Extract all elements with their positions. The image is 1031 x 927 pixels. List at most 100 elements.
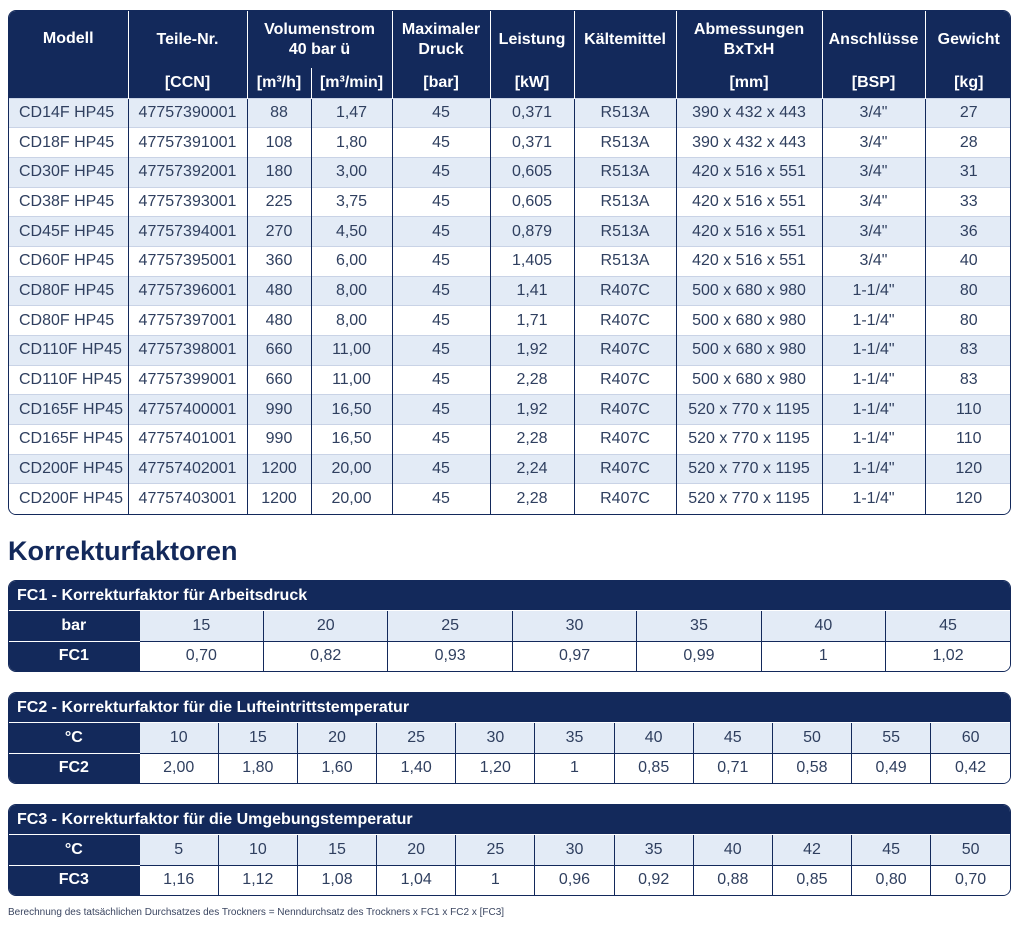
fc1-value-cell: 0,93 xyxy=(387,641,513,671)
table-cell: 45 xyxy=(392,245,491,277)
table-cell: 47757402001 xyxy=(128,453,248,484)
fc2-header-cell: 55 xyxy=(851,723,932,754)
table-cell: 390 x 432 x 443 xyxy=(676,97,823,128)
unit-bsp: [BSP] xyxy=(822,68,926,98)
table-cell: 11,00 xyxy=(311,335,393,366)
table-cell: R407C xyxy=(574,305,677,336)
fc2-header-cell: 25 xyxy=(376,723,457,754)
table-cell: R407C xyxy=(574,424,677,455)
table-cell: 45 xyxy=(392,394,491,425)
table-cell: 1,92 xyxy=(490,394,575,425)
table-cell: 1,92 xyxy=(490,335,575,366)
table-row: CD110F HP45 47757398001 660 11,00 45 1,92 R407… xyxy=(9,335,1010,366)
table-cell: 1,80 xyxy=(311,127,393,158)
fc3-value-cell: 0,70 xyxy=(930,865,1010,895)
table-cell: 1-1/4" xyxy=(822,483,926,514)
header-volumenstrom: Volumenstrom 40 bar ü xyxy=(247,11,393,68)
unit-m3h: [m³/h] xyxy=(247,68,312,98)
table-row: CD80F HP45 47757396001 480 8,00 45 1,41 R407C 5… xyxy=(9,275,1010,306)
table-cell: 33 xyxy=(925,186,1010,217)
fc3-header-cell: 20 xyxy=(376,835,457,866)
table-cell: 500 x 680 x 980 xyxy=(676,275,823,306)
fc2-value-cell: 1,80 xyxy=(218,753,298,783)
fc2-value-cell: 1,60 xyxy=(297,753,378,783)
fc1-value-cell: 0,97 xyxy=(512,641,638,671)
table-cell: 420 x 516 x 551 xyxy=(676,216,823,247)
model-cell: CD60F HP45 xyxy=(9,245,129,277)
table-cell: 500 x 680 x 980 xyxy=(676,335,823,366)
table-cell: 47757403001 xyxy=(128,483,248,514)
fc3-value-cell: 1,04 xyxy=(376,865,457,895)
fc2-label-celsius: °C xyxy=(9,723,140,754)
table-cell: 47757392001 xyxy=(128,156,248,188)
fc3-title: FC3 - Korrekturfaktor für die Umgebungst… xyxy=(9,805,1010,835)
fc2-value-cell: 0,49 xyxy=(851,753,932,783)
header-max-druck: Maximaler Druck xyxy=(392,11,491,68)
fc1-label-fc: FC1 xyxy=(9,641,140,671)
fc3-header-cell: 5 xyxy=(139,835,219,866)
table-cell: 3/4" xyxy=(822,245,926,277)
table-cell: 520 x 770 x 1195 xyxy=(676,453,823,484)
model-cell: CD165F HP45 xyxy=(9,394,129,425)
table-cell: 1,405 xyxy=(490,245,575,277)
table-cell: 2,24 xyxy=(490,453,575,484)
unit-kw: [kW] xyxy=(490,68,575,98)
table-row: CD14F HP45 47757390001 88 1,47 45 0,371 R513A 3… xyxy=(9,97,1010,128)
table-cell: R407C xyxy=(574,394,677,425)
table-cell: R513A xyxy=(574,216,677,247)
model-cell: CD30F HP45 xyxy=(9,156,129,188)
table-cell: 225 xyxy=(247,186,312,217)
table-cell: 1200 xyxy=(247,483,312,514)
table-cell: 3/4" xyxy=(822,216,926,247)
fc3-header-cell: 50 xyxy=(930,835,1010,866)
table-cell: 1-1/4" xyxy=(822,453,926,484)
header-modell: Modell xyxy=(9,11,129,98)
table-cell: 80 xyxy=(925,305,1010,336)
fc1-value-cell: 1,02 xyxy=(885,641,1010,671)
table-cell: R513A xyxy=(574,156,677,188)
fc2-value-cell: 0,58 xyxy=(772,753,853,783)
header-kaeltemittel: Kältemittel xyxy=(574,11,677,68)
fc3-value-cell: 0,88 xyxy=(693,865,773,895)
table-cell: 520 x 770 x 1195 xyxy=(676,424,823,455)
unit-ccn: [CCN] xyxy=(128,68,248,98)
table-row: CD200F HP45 47757403001 1200 20,00 45 2,28 R40… xyxy=(9,483,1010,514)
table-row: CD45F HP45 47757394001 270 4,50 45 0,879 R513A… xyxy=(9,216,1010,247)
model-cell: CD38F HP45 xyxy=(9,186,129,217)
fc2-value-cell: 0,71 xyxy=(693,753,773,783)
fc2-header-cell: 15 xyxy=(218,723,298,754)
table-cell: 2,28 xyxy=(490,364,575,395)
fc3-table: FC3 - Korrekturfaktor für die Umgebungst… xyxy=(8,804,1011,896)
fc1-table: FC1 - Korrekturfaktor für Arbeitsdruck b… xyxy=(8,580,1011,672)
table-cell: 500 x 680 x 980 xyxy=(676,305,823,336)
table-cell: 47757393001 xyxy=(128,186,248,217)
fc1-label-bar: bar xyxy=(9,611,140,642)
fc2-label-fc: FC2 xyxy=(9,753,140,783)
table-cell: 480 xyxy=(247,275,312,306)
fc2-header-cell: 50 xyxy=(772,723,853,754)
table-cell: 1,47 xyxy=(311,97,393,128)
table-cell: 80 xyxy=(925,275,1010,306)
table-cell: 4,50 xyxy=(311,216,393,247)
table-cell: 47757391001 xyxy=(128,127,248,158)
table-cell: 40 xyxy=(925,245,1010,277)
table-cell: 20,00 xyxy=(311,453,393,484)
table-cell: R513A xyxy=(574,186,677,217)
fc1-header-cell: 15 xyxy=(139,611,265,642)
table-cell: 47757390001 xyxy=(128,97,248,128)
table-cell: 16,50 xyxy=(311,424,393,455)
table-cell: 47757400001 xyxy=(128,394,248,425)
table-cell: 1-1/4" xyxy=(822,424,926,455)
fc2-value-cell: 0,85 xyxy=(614,753,694,783)
fc2-header-cell: 10 xyxy=(139,723,219,754)
table-row: CD18F HP45 47757391001 108 1,80 45 0,371 R513A… xyxy=(9,127,1010,158)
footnote: Berechnung des tatsächlichen Durchsatzes… xyxy=(8,907,505,918)
unit-kaeltemittel-empty xyxy=(574,68,677,98)
fc3-value-cell: 1,16 xyxy=(139,865,219,895)
fc3-value-cell: 0,92 xyxy=(614,865,694,895)
table-cell: R407C xyxy=(574,364,677,395)
fc1-title: FC1 - Korrekturfaktor für Arbeitsdruck xyxy=(9,581,1010,611)
fc3-value-cell: 0,85 xyxy=(772,865,853,895)
fc1-header-cell: 40 xyxy=(761,611,887,642)
table-cell: 45 xyxy=(392,275,491,306)
